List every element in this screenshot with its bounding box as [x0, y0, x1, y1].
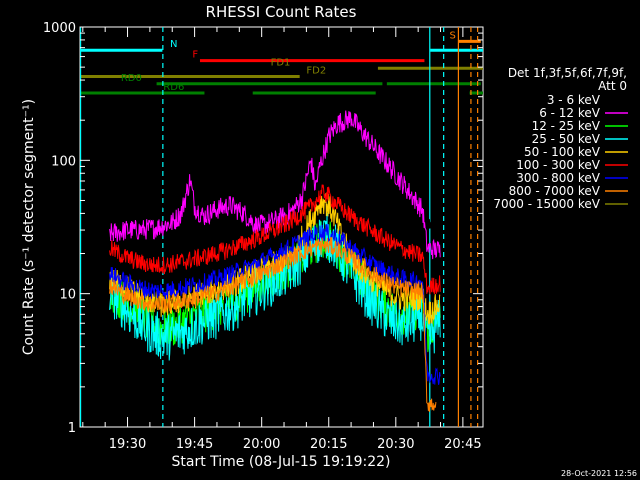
attenuator-bar-label: F	[192, 50, 198, 61]
legend-entry-label: 50 - 100 keV	[524, 145, 601, 159]
series-lines	[109, 110, 441, 412]
attenuator-bar-label: S	[449, 30, 455, 41]
y-axis-label: Count Rate (s⁻¹ detector segment⁻¹)	[21, 99, 37, 355]
attenuator-bar-label: RD6	[163, 82, 184, 93]
legend-entry-label: 6 - 12 keV	[539, 106, 601, 120]
legend-header-line-2: Att 0	[598, 79, 627, 93]
legend-header-line-1: Det 1f,3f,5f,6f,7f,9f,	[508, 66, 627, 80]
legend: Det 1f,3f,5f,6f,7f,9f, Att 0 3 - 6 keV6 …	[493, 66, 628, 211]
series-line	[109, 213, 441, 361]
y-tick-label: 1000	[43, 21, 76, 36]
legend-entry-label: 7000 - 15000 keV	[493, 197, 600, 211]
series-line	[109, 110, 441, 260]
attenuator-bar-label: FD2	[306, 66, 326, 77]
x-tick-label: 19:30	[109, 437, 146, 452]
attenuator-bar-label: N	[170, 39, 177, 50]
y-tick-label: 10	[59, 288, 76, 303]
y-tick-label: 1	[68, 421, 76, 436]
attenuator-bars: N F S FD1 FD2 RD0 RD6	[80, 30, 483, 95]
attenuator-bar-label: FD1	[271, 57, 291, 68]
x-tick-label: 20:30	[377, 437, 414, 452]
y-tick-label: 100	[51, 154, 76, 169]
legend-entry-label: 12 - 25 keV	[532, 119, 601, 133]
legend-entry-label: 3 - 6 keV	[547, 93, 601, 107]
x-axis-label: Start Time (08-Jul-15 19:19:22)	[171, 454, 390, 470]
chart-title: RHESSI Count Rates	[206, 3, 357, 21]
x-tick-label: 20:15	[310, 437, 347, 452]
series-line	[109, 133, 441, 231]
axes: 1000 100 10 1 19:30 19:45 20:00 20:15 20:30 20:45	[43, 21, 483, 452]
series-line	[109, 237, 437, 412]
timestamp: 28-Oct-2021 12:56	[561, 469, 637, 478]
legend-entry-label: 300 - 800 keV	[516, 171, 600, 185]
legend-entry-label: 25 - 50 keV	[532, 132, 601, 146]
x-tick-label: 19:45	[176, 437, 213, 452]
x-tick-label: 20:45	[444, 437, 481, 452]
attenuator-bar-label: RD0	[121, 73, 142, 84]
legend-entry-label: 100 - 300 keV	[516, 158, 600, 172]
series-line	[109, 184, 441, 295]
legend-entry-label: 800 - 7000 keV	[509, 184, 601, 198]
x-tick-label: 20:00	[243, 437, 280, 452]
